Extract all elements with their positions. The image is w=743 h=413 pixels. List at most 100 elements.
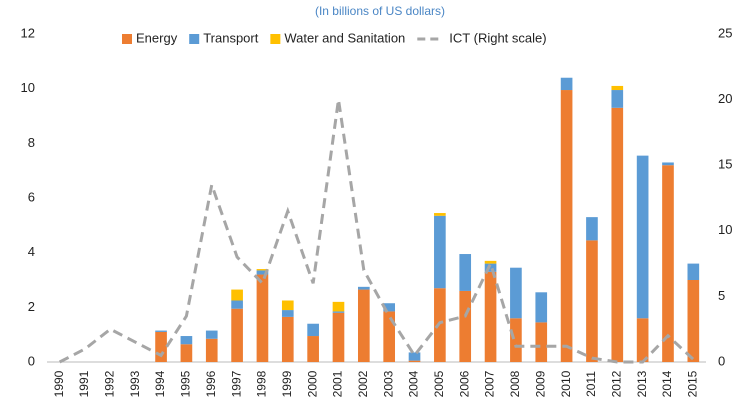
- y-tick-label: 10: [21, 80, 35, 95]
- bar: [636, 155, 649, 319]
- x-tick-label: 2006: [457, 370, 471, 397]
- x-tick-label: 2013: [635, 370, 649, 397]
- bar: [155, 331, 167, 362]
- legend-swatch: [122, 34, 132, 44]
- legend-label: Transport: [203, 30, 259, 45]
- bar: [231, 300, 243, 309]
- bar: [459, 254, 472, 291]
- y2-tick-label: 0: [718, 353, 725, 368]
- bar: [357, 286, 370, 290]
- x-tick-label: 2002: [356, 370, 370, 397]
- bar: [332, 311, 345, 313]
- bar: [205, 338, 218, 362]
- y2-tick-label: 10: [718, 222, 732, 237]
- legend-swatch: [189, 34, 200, 44]
- bar: [383, 311, 396, 362]
- bar: [281, 316, 294, 362]
- legend-label: Energy: [136, 30, 178, 45]
- bar: [256, 274, 269, 362]
- line: [58, 99, 695, 364]
- x-tick-label: 2007: [483, 370, 497, 397]
- bar: [281, 300, 294, 311]
- x-tick-label: 1997: [229, 370, 243, 397]
- bar: [408, 360, 421, 362]
- y-tick-label: 4: [28, 244, 35, 259]
- bar: [611, 85, 624, 91]
- x-tick-label: 2003: [381, 370, 395, 397]
- y-tick-label: 0: [28, 353, 35, 368]
- bar: [687, 280, 700, 362]
- bar: [281, 310, 294, 317]
- bar: [180, 336, 193, 345]
- x-tick-label: 2014: [660, 370, 674, 397]
- bar: [307, 323, 319, 337]
- x-tick-label: 1998: [255, 370, 269, 397]
- x-tick-label: 1995: [179, 370, 193, 397]
- x-tick-label: 1999: [280, 370, 294, 397]
- y2-tick-label: 15: [718, 157, 732, 172]
- bar: [459, 290, 472, 362]
- bar: [307, 336, 319, 362]
- bar: [434, 215, 446, 289]
- bar: [611, 107, 624, 362]
- x-tick-label: 1990: [52, 370, 66, 397]
- bar: [434, 213, 446, 216]
- bar: [180, 344, 193, 362]
- x-tick-label: 1993: [128, 370, 142, 397]
- bar: [687, 263, 700, 280]
- bar: [586, 240, 598, 362]
- bar: [256, 269, 269, 271]
- bar: [535, 292, 548, 323]
- bar: [484, 271, 497, 362]
- legend-label: Water and Sanitation: [284, 30, 405, 45]
- legend-swatch: [270, 34, 281, 44]
- y-tick-label: 2: [28, 299, 35, 314]
- x-tick-label: 2012: [609, 370, 623, 397]
- bar: [662, 165, 674, 362]
- bar: [560, 90, 573, 363]
- bar: [586, 217, 598, 241]
- y-tick-label: 6: [28, 189, 35, 204]
- x-tick-label: 2008: [508, 370, 522, 397]
- x-tick-label: 2000: [305, 370, 319, 397]
- x-tick-label: 2015: [685, 370, 699, 397]
- bar: [205, 330, 218, 339]
- bar: [408, 352, 421, 361]
- bar: [332, 301, 345, 312]
- x-tick-label: 1991: [77, 370, 91, 397]
- bar: [535, 322, 548, 362]
- x-tick-label: 2011: [584, 371, 598, 397]
- y-tick-label: 12: [21, 25, 35, 40]
- bar: [662, 162, 674, 166]
- bar: [231, 308, 243, 362]
- bar: [611, 90, 624, 108]
- bar: [510, 267, 522, 319]
- x-tick-label: 2001: [331, 370, 345, 397]
- x-tick-label: 1994: [153, 370, 167, 397]
- bar: [231, 289, 243, 301]
- bar: [510, 318, 522, 362]
- bar: [434, 288, 446, 362]
- bar: [383, 303, 396, 312]
- x-tick-label: 2010: [559, 370, 573, 397]
- x-tick-label: 2009: [533, 370, 547, 397]
- y2-tick-label: 25: [718, 25, 732, 40]
- x-tick-label: 1996: [204, 370, 218, 397]
- bar: [155, 330, 167, 332]
- bar: [332, 312, 345, 362]
- y2-tick-label: 5: [718, 288, 725, 303]
- bar: [560, 77, 573, 91]
- x-tick-label: 2004: [407, 370, 421, 397]
- bar: [256, 270, 269, 275]
- x-tick-label: 2005: [432, 370, 446, 397]
- y-tick-label: 8: [28, 135, 35, 150]
- y2-tick-label: 20: [718, 91, 732, 106]
- bar: [357, 289, 370, 362]
- x-tick-label: 1992: [103, 370, 117, 397]
- bar: [636, 318, 649, 362]
- bar: [484, 263, 497, 272]
- legend-label: ICT (Right scale): [449, 30, 546, 45]
- bar: [484, 260, 497, 264]
